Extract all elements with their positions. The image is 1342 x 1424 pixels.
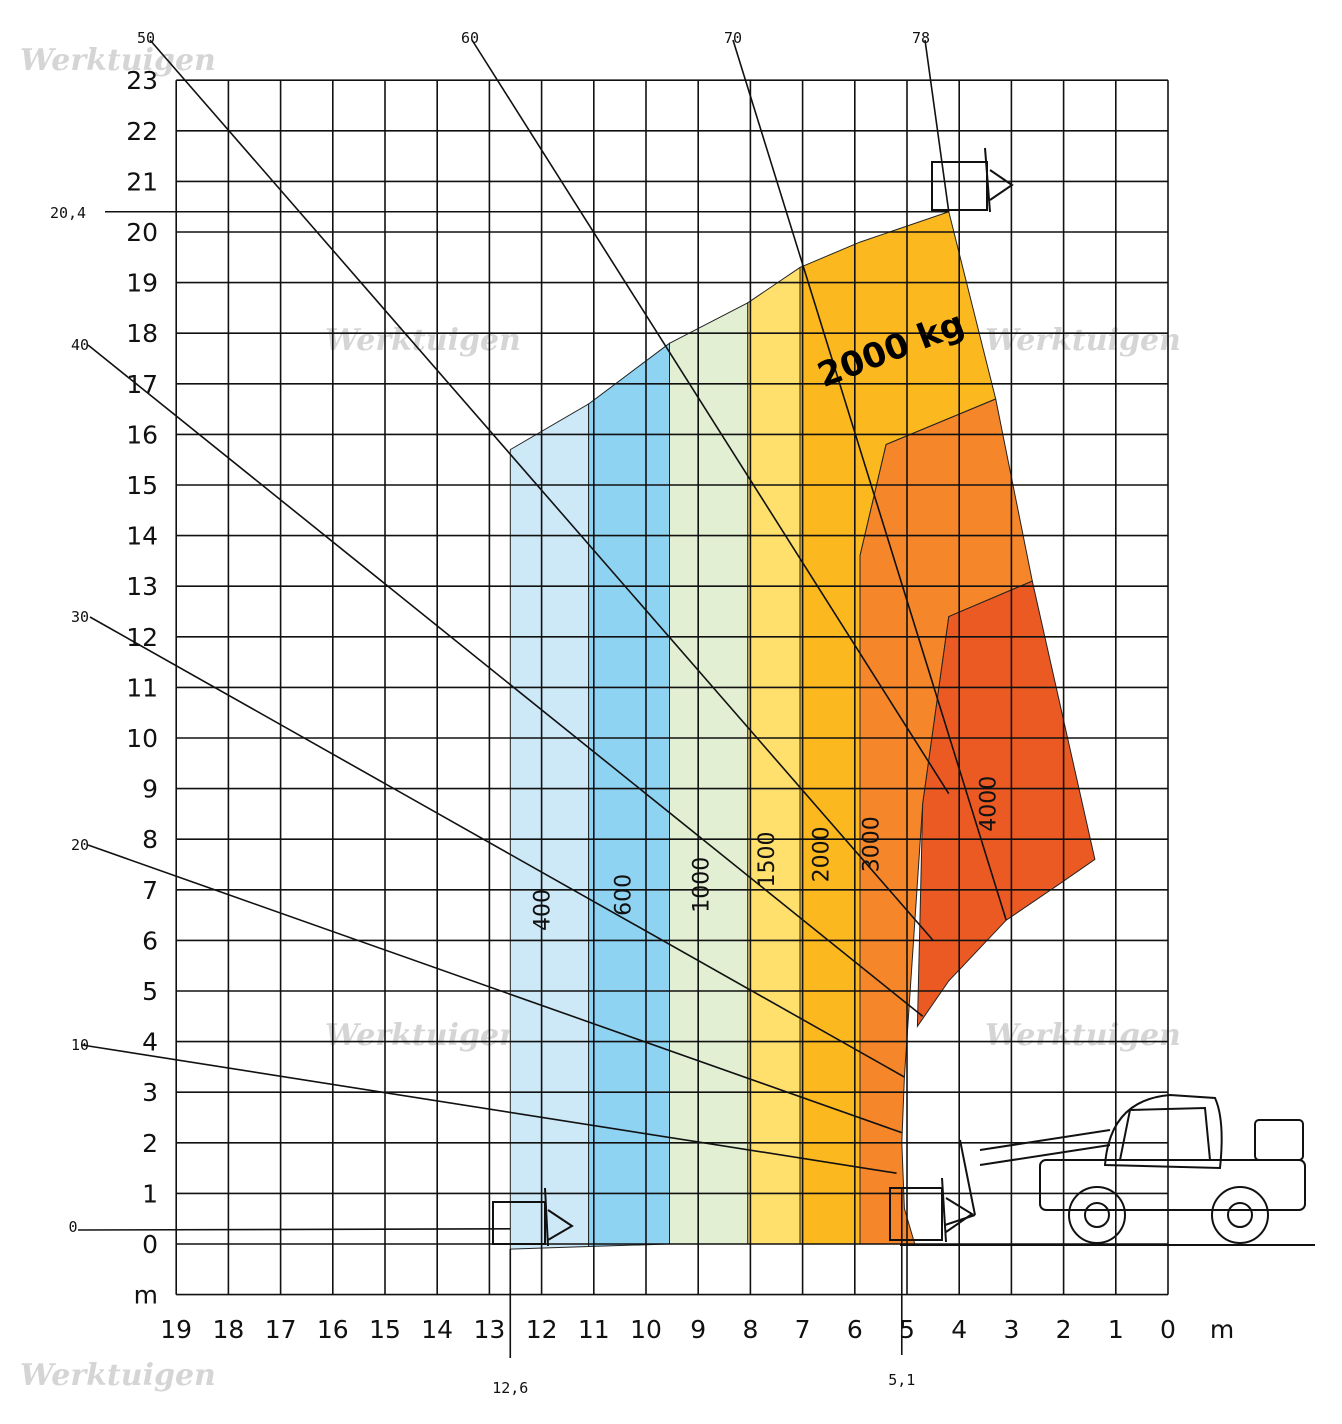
x-axis-unit: m xyxy=(1210,1315,1234,1344)
y-tick-16: 16 xyxy=(126,420,158,449)
y-tick-7: 7 xyxy=(142,876,158,905)
y-tick-20: 20 xyxy=(126,218,158,247)
y-tick-18: 18 xyxy=(126,319,158,348)
y-tick-10: 10 xyxy=(126,724,158,753)
y-tick-9: 9 xyxy=(142,775,158,804)
y-tick-2: 2 xyxy=(142,1129,158,1158)
boom-angle-label-40: 40 xyxy=(71,336,89,354)
x-tick-13: 13 xyxy=(473,1315,505,1344)
x-tick-4: 4 xyxy=(951,1315,967,1344)
x-tick-10: 10 xyxy=(630,1315,662,1344)
zone-1500 xyxy=(747,266,801,1245)
y-tick-11: 11 xyxy=(126,673,158,702)
fork-carriage-close xyxy=(889,1177,974,1243)
y-tick-14: 14 xyxy=(126,522,158,551)
boom-line-70 xyxy=(732,39,1007,921)
boom-line-40 xyxy=(87,344,924,1017)
fork-carriage-top xyxy=(931,147,1014,213)
y-tick-3: 3 xyxy=(142,1078,158,1107)
zone-1000 xyxy=(669,301,749,1245)
x-tick-15: 15 xyxy=(369,1315,401,1344)
x-tick-1: 1 xyxy=(1108,1315,1124,1344)
watermark-6: Werktuigen xyxy=(20,1358,216,1393)
boom-angle-label-60: 60 xyxy=(461,29,479,47)
boom-line-20 xyxy=(87,844,903,1134)
y-tick-22: 22 xyxy=(126,117,158,146)
boom-line-60 xyxy=(471,39,950,795)
boom-angle-label-30: 30 xyxy=(71,608,89,626)
x-tick-5: 5 xyxy=(899,1315,915,1344)
y-tick-23: 23 xyxy=(126,66,158,95)
load-zones: 400 600 1000 1500 2000 3000 4000 xyxy=(509,211,1096,1250)
x-tick-3: 3 xyxy=(1003,1315,1019,1344)
max-height-label: 20,4 xyxy=(50,204,86,222)
zone-label-400: 400 xyxy=(530,889,555,931)
zone-4000 xyxy=(916,580,1096,1029)
y-tick-21: 21 xyxy=(126,167,158,196)
zone-label-3000: 3000 xyxy=(859,816,884,872)
watermarks: Werktuigen Werktuigen Werktuigen Werktuigen… xyxy=(20,43,1181,1393)
x-tick-2: 2 xyxy=(1056,1315,1072,1344)
watermark-1: Werktuigen xyxy=(325,323,521,358)
fork-carriage-low xyxy=(492,1187,574,1247)
x-tick-7: 7 xyxy=(795,1315,811,1344)
x-tick-18: 18 xyxy=(212,1315,244,1344)
y-tick-4: 4 xyxy=(142,1028,158,1057)
y-tick-0: 0 xyxy=(142,1230,158,1259)
y-tick-12: 12 xyxy=(126,623,158,652)
zone-label-1000: 1000 xyxy=(690,857,715,913)
y-tick-19: 19 xyxy=(126,269,158,298)
y-tick-8: 8 xyxy=(142,825,158,854)
y-tick-6: 6 xyxy=(142,926,158,955)
boom-line-50 xyxy=(149,39,934,941)
max-reach-label: 12,6 xyxy=(492,1379,528,1397)
telehandler-icon xyxy=(900,1093,1315,1246)
boom-angle-label-50: 50 xyxy=(137,29,155,47)
x-tick-16: 16 xyxy=(317,1315,349,1344)
y-tick-17: 17 xyxy=(126,370,158,399)
x-tick-8: 8 xyxy=(742,1315,758,1344)
watermark-0: Werktuigen xyxy=(20,43,216,78)
boom-angle-label-20: 20 xyxy=(71,836,89,854)
watermark-4: Werktuigen xyxy=(325,1018,521,1053)
boom-line-78 xyxy=(924,39,950,212)
boom-angle-label-10: 10 xyxy=(71,1036,89,1054)
zone-label-2000: 2000 xyxy=(810,826,835,882)
axis-ticks: 01234567891011121314151617181920212223m1… xyxy=(126,66,1234,1344)
x-tick-0: 0 xyxy=(1160,1315,1176,1344)
x-tick-17: 17 xyxy=(265,1315,297,1344)
y-tick-13: 13 xyxy=(126,572,158,601)
y-tick-1: 1 xyxy=(142,1179,158,1208)
zone-label-600: 600 xyxy=(611,874,636,916)
zone-label-1500: 1500 xyxy=(755,831,780,887)
boom-angle-label-78: 78 xyxy=(912,29,930,47)
x-tick-11: 11 xyxy=(578,1315,610,1344)
telehandler-drawing xyxy=(492,147,1315,1247)
watermark-3: Werktuigen xyxy=(985,323,1181,358)
x-tick-9: 9 xyxy=(690,1315,706,1344)
zone-label-4000: 4000 xyxy=(977,776,1002,832)
boom-line-10 xyxy=(81,1044,897,1174)
x-tick-12: 12 xyxy=(526,1315,558,1344)
x-tick-19: 19 xyxy=(160,1315,192,1344)
min-reach-label: 5,1 xyxy=(888,1371,915,1389)
x-tick-6: 6 xyxy=(847,1315,863,1344)
boom-angle-label-70: 70 xyxy=(724,29,742,47)
boom-angle-label-0: 0 xyxy=(68,1218,77,1236)
grid xyxy=(175,79,1169,1296)
watermark-5: Werktuigen xyxy=(985,1018,1181,1053)
boom-line-0 xyxy=(77,1228,511,1231)
x-tick-14: 14 xyxy=(421,1315,453,1344)
zone-600 xyxy=(588,342,670,1248)
y-tick-5: 5 xyxy=(142,977,158,1006)
y-axis-unit: m xyxy=(134,1281,158,1310)
boom-line-30 xyxy=(89,616,905,1078)
y-tick-15: 15 xyxy=(126,471,158,500)
